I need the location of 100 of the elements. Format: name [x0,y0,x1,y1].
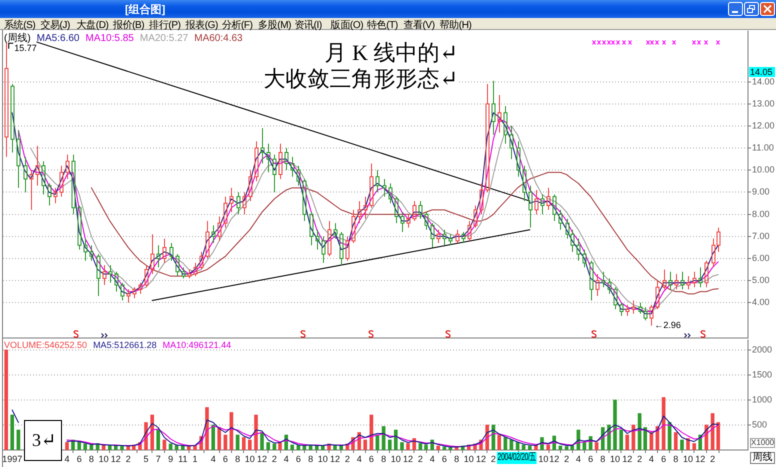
x-tick-label: 12 [402,454,414,464]
bar [686,438,690,450]
candlestick [30,170,34,210]
bar [248,440,252,450]
x-tick-label: 6 [76,454,82,464]
x-tick-label: 4 [430,454,435,464]
bar [370,414,374,450]
y-tick-label: 2000 [752,344,772,354]
x-tick-label: 12 [695,454,706,464]
bar [442,446,446,450]
bar [582,442,586,450]
candlestick [230,187,234,213]
bar [162,440,166,450]
x-tick-label: 2 [564,454,570,464]
x-tick-label: 1997 [2,454,22,464]
candlestick [108,264,112,284]
candlestick [674,273,678,290]
candlestick [42,160,46,195]
text: 版面(O) [330,19,364,31]
bar [400,442,404,450]
chart-subtitle: (周线) [4,33,31,44]
x-tick-label: 10 [244,454,255,464]
bar [290,444,294,450]
candlestick [668,271,672,290]
candlestick [608,278,612,294]
candlestick [504,106,508,144]
bar [522,444,526,450]
y-tick-label: 12.00 [752,120,775,130]
bar [10,414,14,450]
annotation: 15.77 [14,43,37,54]
candlestick [358,200,362,224]
x-tick-label: 12 [110,454,121,464]
bar [594,442,598,450]
x-tick-label: 7 [156,454,161,464]
candlestick [156,244,160,268]
text: 交易(J) [40,18,70,31]
candlestick [558,209,562,230]
candlestick [4,42,8,158]
x-tick-label: 8 [235,454,240,464]
candlestick [16,130,20,188]
text: 帮助(H) [440,18,472,31]
x-tick-label: 10 [610,454,620,464]
bar [638,413,642,450]
candlestick [248,170,252,202]
candlestick [72,154,76,215]
y-tick-label: 7.00 [752,230,770,241]
text: 报价(B) [112,18,144,31]
bar [260,432,264,450]
candlestick [310,212,314,246]
candlestick [66,154,70,180]
candlestick [400,212,404,232]
candlestick [316,229,320,250]
candlestick [480,182,484,215]
text: MA10:496121.44 [162,340,232,350]
y-tick-label: 5.00 [752,275,770,286]
x-tick-label: 4 [284,454,289,464]
x-tick-label: 8 [88,454,94,464]
x-tick-label: 10 [318,454,328,464]
text: MA5:512661.28 [93,340,157,350]
text: MA5:6.60 [36,33,80,44]
text: 分析(F) [222,18,253,31]
text: MA10:5.85 [85,33,134,44]
candlestick [290,156,294,178]
bar [643,427,648,450]
bar [632,424,636,450]
candlestick [662,269,666,290]
bar [662,397,666,450]
bar [83,444,88,450]
x-tick-label: 2 [344,454,350,464]
bar [680,440,684,450]
bar [564,446,568,450]
candlestick [528,185,532,228]
y-tick-label: 11.00 [752,142,774,153]
x-tick-label: 6 [588,454,594,464]
caption-box: 3↵ [24,420,62,461]
bar [296,445,300,450]
x-tick-label: 8 [454,454,460,464]
x-tick-label: 10 [682,454,694,464]
candlestick [162,238,166,264]
candlestick [96,254,100,297]
candlestick [328,220,332,257]
bar [528,446,532,450]
x-tick-label: 8 [673,454,678,464]
candlestick [382,178,386,198]
unit-box: X1000 [750,438,775,448]
x-tick-label: 10 [464,454,474,464]
x-tick-label: 4 [64,454,70,464]
bar [254,414,258,450]
y-tick-label: 1500 [752,369,772,380]
cursor-tag: 2004/02/20/五 [497,452,537,464]
bar [211,424,216,450]
bar [272,444,276,450]
candlestick [364,196,368,220]
bar [16,430,20,450]
x-tick-label: 6 [222,454,228,464]
bar [418,443,422,450]
bar [710,413,714,450]
y-tick-label: 10.00 [752,164,775,175]
text: 查看(V) [403,18,435,31]
bar [382,426,386,450]
